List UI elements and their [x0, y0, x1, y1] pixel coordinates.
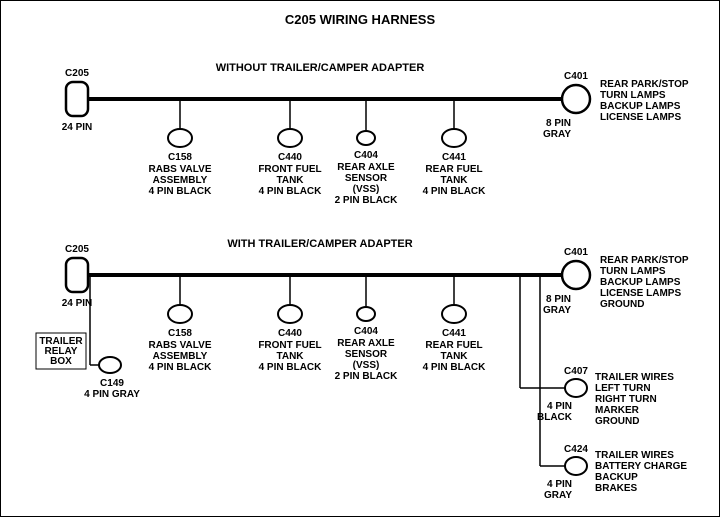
svg-text:TRAILER WIRES: TRAILER WIRES: [595, 372, 674, 383]
svg-text:TANK: TANK: [276, 351, 304, 362]
svg-text:GRAY: GRAY: [544, 490, 572, 501]
svg-text:4 PIN: 4 PIN: [547, 401, 572, 412]
svg-text:REAR AXLE: REAR AXLE: [337, 162, 395, 173]
svg-text:WITH TRAILER/CAMPER ADAPTER: WITH TRAILER/CAMPER ADAPTER: [227, 238, 412, 250]
svg-text:C404: C404: [354, 150, 378, 161]
connector-c441: [442, 305, 466, 323]
svg-text:(VSS): (VSS): [353, 360, 380, 371]
svg-text:TURN LAMPS: TURN LAMPS: [600, 266, 666, 277]
svg-text:8 PIN: 8 PIN: [546, 118, 571, 129]
svg-text:RIGHT TURN: RIGHT TURN: [595, 394, 657, 405]
svg-text:C424: C424: [564, 444, 588, 455]
connector-c404: [357, 131, 375, 145]
svg-text:C407: C407: [564, 366, 588, 377]
svg-text:FRONT FUEL: FRONT FUEL: [258, 340, 321, 351]
svg-text:4 PIN BLACK: 4 PIN BLACK: [423, 186, 487, 197]
svg-text:FRONT FUEL: FRONT FUEL: [258, 164, 321, 175]
svg-text:TANK: TANK: [440, 175, 468, 186]
wiring-diagram: C205 WIRING HARNESS WITHOUT TRAILER/CAMPE…: [0, 0, 720, 517]
svg-text:GRAY: GRAY: [543, 129, 571, 140]
svg-text:LICENSE LAMPS: LICENSE LAMPS: [600, 288, 681, 299]
svg-text:4 PIN BLACK: 4 PIN BLACK: [259, 362, 323, 373]
connector-c440: [278, 129, 302, 147]
svg-text:BLACK: BLACK: [537, 412, 573, 423]
svg-text:C158: C158: [168, 328, 192, 339]
svg-text:C205 WIRING HARNESS: C205 WIRING HARNESS: [285, 12, 436, 27]
connector-c401: [562, 85, 590, 113]
svg-text:TRAILER WIRES: TRAILER WIRES: [595, 450, 674, 461]
svg-text:MARKER: MARKER: [595, 405, 640, 416]
svg-text:SENSOR: SENSOR: [345, 349, 388, 360]
svg-text:C149: C149: [100, 378, 124, 389]
svg-text:SENSOR: SENSOR: [345, 173, 388, 184]
connector-c149: [99, 357, 121, 373]
connector-c401: [562, 261, 590, 289]
svg-text:LEFT TURN: LEFT TURN: [595, 383, 651, 394]
svg-text:C441: C441: [442, 152, 466, 163]
svg-text:LICENSE LAMPS: LICENSE LAMPS: [600, 112, 681, 123]
connector-c158: [168, 305, 192, 323]
svg-text:8 PIN: 8 PIN: [546, 294, 571, 305]
connector-c440: [278, 305, 302, 323]
svg-text:BACKUP LAMPS: BACKUP LAMPS: [600, 101, 681, 112]
svg-text:C401: C401: [564, 247, 588, 258]
svg-text:TANK: TANK: [276, 175, 304, 186]
svg-text:TANK: TANK: [440, 351, 468, 362]
svg-text:4 PIN BLACK: 4 PIN BLACK: [423, 362, 487, 373]
svg-text:24 PIN: 24 PIN: [62, 298, 93, 309]
svg-text:BATTERY CHARGE: BATTERY CHARGE: [595, 461, 687, 472]
svg-text:C404: C404: [354, 326, 378, 337]
svg-text:REAR PARK/STOP: REAR PARK/STOP: [600, 79, 689, 90]
svg-text:BRAKES: BRAKES: [595, 483, 638, 494]
svg-text:REAR PARK/STOP: REAR PARK/STOP: [600, 255, 689, 266]
connector-c205: [66, 82, 88, 116]
svg-text:ASSEMBLY: ASSEMBLY: [153, 351, 208, 362]
svg-text:(VSS): (VSS): [353, 184, 380, 195]
svg-text:TURN LAMPS: TURN LAMPS: [600, 90, 666, 101]
svg-text:4 PIN GRAY: 4 PIN GRAY: [84, 389, 140, 400]
svg-text:4 PIN BLACK: 4 PIN BLACK: [149, 186, 213, 197]
connector-c424: [565, 457, 587, 475]
svg-text:RABS VALVE: RABS VALVE: [149, 340, 212, 351]
connector-c205: [66, 258, 88, 292]
svg-text:C441: C441: [442, 328, 466, 339]
svg-text:GRAY: GRAY: [543, 305, 571, 316]
svg-text:C158: C158: [168, 152, 192, 163]
svg-text:24 PIN: 24 PIN: [62, 122, 93, 133]
svg-text:BACKUP: BACKUP: [595, 472, 638, 483]
svg-text:C205: C205: [65, 68, 89, 79]
svg-text:C440: C440: [278, 152, 302, 163]
connector-c404: [357, 307, 375, 321]
svg-text:4 PIN: 4 PIN: [547, 479, 572, 490]
svg-text:REAR AXLE: REAR AXLE: [337, 338, 395, 349]
connector-c158: [168, 129, 192, 147]
svg-text:RABS VALVE: RABS VALVE: [149, 164, 212, 175]
svg-text:REAR FUEL: REAR FUEL: [425, 340, 482, 351]
svg-text:GROUND: GROUND: [595, 416, 639, 427]
svg-text:4 PIN BLACK: 4 PIN BLACK: [149, 362, 213, 373]
svg-text:C440: C440: [278, 328, 302, 339]
svg-text:4 PIN BLACK: 4 PIN BLACK: [259, 186, 323, 197]
svg-text:2 PIN BLACK: 2 PIN BLACK: [335, 195, 399, 206]
svg-text:ASSEMBLY: ASSEMBLY: [153, 175, 208, 186]
svg-text:2 PIN BLACK: 2 PIN BLACK: [335, 371, 399, 382]
svg-text:WITHOUT TRAILER/CAMPER ADAPT: WITHOUT TRAILER/CAMPER ADAPTER: [216, 62, 425, 74]
connector-c441: [442, 129, 466, 147]
connector-c407: [565, 379, 587, 397]
svg-text:BOX: BOX: [50, 356, 72, 367]
svg-text:BACKUP LAMPS: BACKUP LAMPS: [600, 277, 681, 288]
svg-text:C205: C205: [65, 244, 89, 255]
svg-text:C401: C401: [564, 71, 588, 82]
svg-text:GROUND: GROUND: [600, 299, 644, 310]
svg-text:REAR FUEL: REAR FUEL: [425, 164, 482, 175]
